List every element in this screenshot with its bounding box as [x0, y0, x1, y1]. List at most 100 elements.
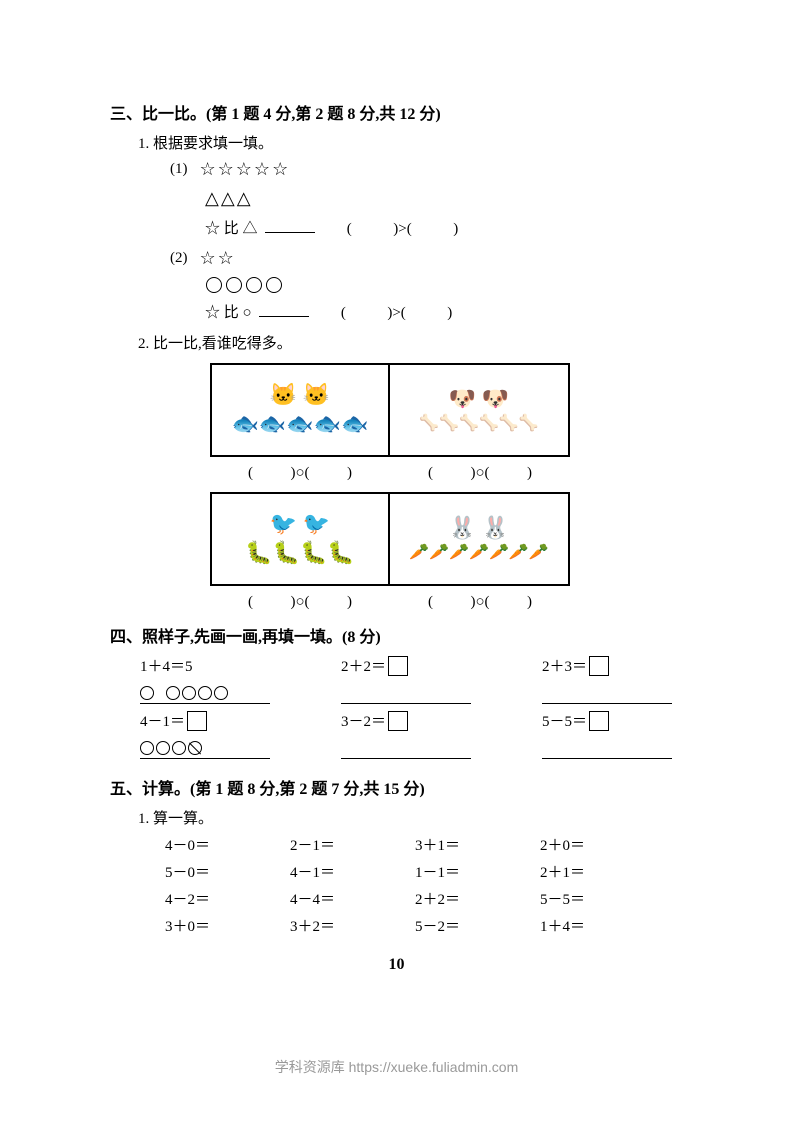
- paren: ): [347, 465, 352, 481]
- answer-box[interactable]: [589, 656, 609, 676]
- answer-box[interactable]: [388, 656, 408, 676]
- blank[interactable]: [313, 465, 343, 481]
- calc-item: 4－2＝: [165, 888, 290, 909]
- calc-item: 2＋1＝: [540, 861, 665, 882]
- picture-box-1: 🐱 🐱 🐟🐟🐟🐟🐟 🐶 🐶 🦴🦴🦴🦴🦴🦴: [210, 363, 570, 457]
- calc-item: 3＋1＝: [415, 834, 540, 855]
- bone-icon: 🦴🦴🦴🦴🦴🦴: [419, 414, 539, 435]
- calc-item: 2＋0＝: [540, 834, 665, 855]
- calc-item: 4－4＝: [290, 888, 415, 909]
- blank-underline[interactable]: [265, 218, 315, 233]
- star-icon: ☆: [254, 159, 270, 180]
- circle-icon: [214, 686, 228, 700]
- sec4-col: 2＋2＝ 3－2＝: [341, 655, 482, 765]
- triangle-icon: △: [237, 188, 251, 209]
- prob2-line1: (2) ☆ ☆: [170, 248, 683, 269]
- sec4-col: 1＋4＝5 4－1＝: [140, 655, 281, 765]
- answer-cell: ( )○( ): [210, 461, 390, 482]
- circle-icon: [182, 686, 196, 700]
- calc-item: 2－1＝: [290, 834, 415, 855]
- star-icon: ☆: [218, 248, 234, 269]
- blank[interactable]: [437, 594, 467, 610]
- paren: (: [248, 465, 253, 481]
- answer-box[interactable]: [388, 711, 408, 731]
- shape-draw-line[interactable]: [542, 737, 672, 759]
- circle-icon: [166, 686, 180, 700]
- cat-icon: 🐱 🐱: [270, 381, 330, 410]
- shape-draw-line: [140, 737, 270, 759]
- calc-grid: 4－0＝ 2－1＝ 3＋1＝ 2＋0＝ 5－0＝ 4－1＝ 1－1＝ 2＋1＝ …: [165, 834, 683, 936]
- paren: ): [527, 465, 532, 481]
- shape-draw-line[interactable]: [341, 682, 471, 704]
- paren: )>(: [387, 305, 405, 321]
- fish-icon: 🐟🐟🐟🐟🐟: [232, 410, 369, 439]
- picture-box-2: 🐦 🐦 🐛🐛🐛🐛 🐰 🐰 🥕🥕🥕🥕🥕🥕🥕: [210, 492, 570, 586]
- triangle-icon: △: [221, 188, 235, 209]
- paren: )○(: [290, 594, 309, 610]
- circle-icon: [140, 741, 154, 755]
- blank[interactable]: [412, 301, 442, 322]
- picture-cell: 🐰 🐰 🥕🥕🥕🥕🥕🥕🥕: [390, 494, 568, 584]
- paren: (: [248, 594, 253, 610]
- sec4-col: 2＋3＝ 5－5＝: [542, 655, 683, 765]
- calc-item: 1＋4＝: [540, 915, 665, 936]
- circle-icon: [226, 277, 242, 293]
- paren: (: [428, 594, 433, 610]
- paren: )>(: [393, 221, 411, 237]
- section5-item1: 1. 算一算。: [138, 807, 683, 828]
- star-icon: ☆: [236, 159, 252, 180]
- star-icon: ☆: [272, 159, 288, 180]
- shape-draw-line[interactable]: [542, 682, 672, 704]
- equation: 3－2＝: [341, 710, 482, 731]
- prob1-stars: ☆ ☆ ☆ ☆ ☆: [200, 159, 289, 180]
- blank[interactable]: [493, 594, 523, 610]
- circle-icon: [246, 277, 262, 293]
- calc-item: 4－0＝: [165, 834, 290, 855]
- circle-icon: [140, 686, 154, 700]
- shape-draw-line[interactable]: [341, 737, 471, 759]
- prob2-line2: [205, 277, 683, 293]
- equation: 2＋2＝: [341, 655, 482, 676]
- equation: 4－1＝: [140, 710, 281, 731]
- prob1-compare-text: ☆ 比 △: [205, 221, 258, 237]
- blank[interactable]: [437, 465, 467, 481]
- equation: 5－5＝: [542, 710, 683, 731]
- blank[interactable]: [257, 594, 287, 610]
- blank[interactable]: [493, 465, 523, 481]
- paren: ): [347, 594, 352, 610]
- paren: (: [347, 221, 352, 237]
- bird-icon: 🐦 🐦: [270, 510, 330, 539]
- paren: (: [341, 305, 346, 321]
- prob1-tris: △ △ △: [205, 188, 251, 209]
- answer-row-2: ( )○( ) ( )○( ): [210, 590, 570, 611]
- answer-cell: ( )○( ): [390, 461, 570, 482]
- answer-cell: ( )○( ): [390, 590, 570, 611]
- blank[interactable]: [417, 217, 447, 238]
- equation: 2＋3＝: [542, 655, 683, 676]
- answer-box[interactable]: [187, 711, 207, 731]
- blank[interactable]: [352, 301, 382, 322]
- blank[interactable]: [358, 217, 388, 238]
- calc-item: 5－2＝: [415, 915, 540, 936]
- section4-header: 四、照样子,先画一画,再填一填。(8 分): [110, 623, 683, 647]
- paren: )○(: [290, 465, 309, 481]
- section3-item2: 2. 比一比,看谁吃得多。: [138, 332, 683, 353]
- section5-header: 五、计算。(第 1 题 8 分,第 2 题 7 分,共 15 分): [110, 775, 683, 799]
- star-icon: ☆: [200, 248, 216, 269]
- circle-icon: [266, 277, 282, 293]
- blank[interactable]: [257, 465, 287, 481]
- circle-icon: [206, 277, 222, 293]
- answer-row-1: ( )○( ) ( )○( ): [210, 461, 570, 482]
- section3-header: 三、比一比。(第 1 题 4 分,第 2 题 8 分,共 12 分): [110, 100, 683, 124]
- prob1-line2: △ △ △: [205, 188, 683, 209]
- answer-box[interactable]: [589, 711, 609, 731]
- calc-item: 3＋0＝: [165, 915, 290, 936]
- prob2-compare: ☆ 比 ○ ( )>( ): [205, 301, 683, 322]
- calc-item: 5－0＝: [165, 861, 290, 882]
- calc-item: 4－1＝: [290, 861, 415, 882]
- picture-cell: 🐶 🐶 🦴🦴🦴🦴🦴🦴: [390, 365, 568, 455]
- blank[interactable]: [313, 594, 343, 610]
- star-icon: ☆: [200, 159, 216, 180]
- blank-underline[interactable]: [259, 302, 309, 317]
- picture-cell: 🐱 🐱 🐟🐟🐟🐟🐟: [212, 365, 390, 455]
